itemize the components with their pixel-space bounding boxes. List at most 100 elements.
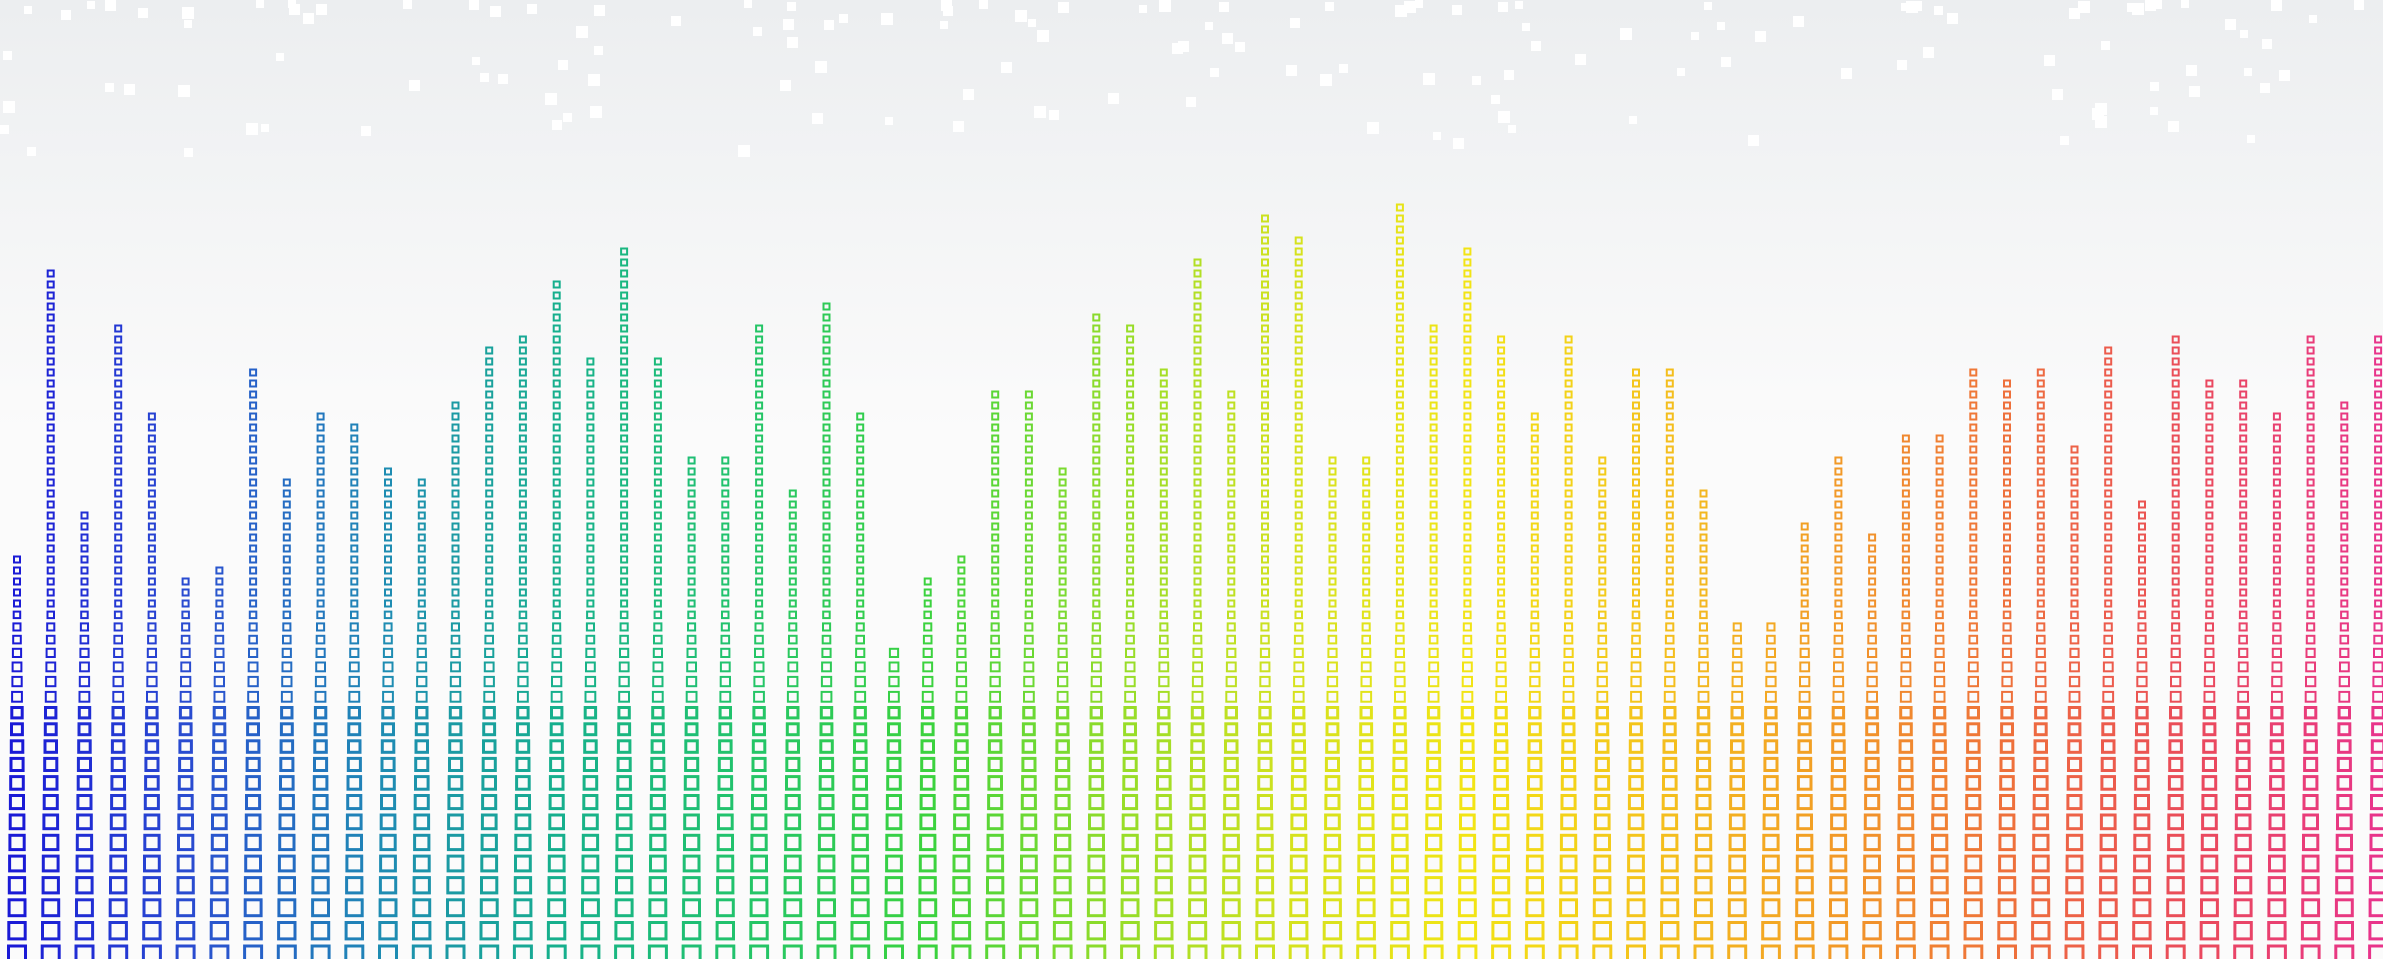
equalizer-square bbox=[2036, 368, 2045, 377]
equalizer-square bbox=[46, 610, 55, 620]
equalizer-square bbox=[684, 739, 699, 754]
equalizer-square bbox=[2306, 379, 2315, 388]
equalizer-square bbox=[1697, 690, 1710, 703]
equalizer-square bbox=[1428, 661, 1440, 673]
equalizer-square bbox=[1563, 661, 1574, 673]
equalizer-square bbox=[548, 794, 565, 811]
equalizer-square bbox=[1593, 813, 1611, 831]
equalizer-square bbox=[214, 634, 225, 645]
equalizer-square bbox=[785, 775, 801, 791]
equalizer-square bbox=[1665, 544, 1674, 553]
equalizer-square bbox=[75, 898, 94, 918]
equalizer-square bbox=[146, 647, 158, 658]
equalizer-square bbox=[1092, 335, 1101, 344]
equalizer-square bbox=[1261, 599, 1269, 608]
equalizer-square bbox=[1058, 588, 1067, 597]
pixel-square bbox=[2052, 89, 2063, 100]
equalizer-square bbox=[783, 854, 802, 873]
equalizer-square bbox=[2034, 690, 2047, 703]
equalizer-square bbox=[114, 467, 123, 476]
equalizer-square bbox=[2103, 647, 2114, 658]
equalizer-square bbox=[451, 588, 460, 597]
equalizer-square bbox=[1829, 833, 1848, 852]
equalizer-square bbox=[1558, 944, 1579, 959]
equalizer-square bbox=[1092, 566, 1101, 575]
equalizer-column bbox=[2334, 401, 2355, 959]
pixel-square bbox=[671, 16, 681, 26]
equalizer-square bbox=[2302, 775, 2319, 791]
equalizer-square bbox=[1294, 577, 1303, 586]
equalizer-square bbox=[552, 533, 561, 542]
equalizer-square bbox=[282, 555, 291, 564]
equalizer-square bbox=[1864, 739, 1880, 754]
equalizer-square bbox=[1969, 489, 1978, 498]
equalizer-square bbox=[1190, 706, 1205, 720]
equalizer-square bbox=[1901, 500, 1910, 509]
equalizer-square bbox=[2137, 634, 2147, 645]
equalizer-square bbox=[1530, 622, 1540, 632]
equalizer-square bbox=[215, 566, 224, 575]
equalizer-square bbox=[1395, 634, 1405, 645]
pixel-square bbox=[1058, 2, 1069, 13]
equalizer-square bbox=[2306, 335, 2315, 344]
equalizer-square bbox=[1057, 661, 1068, 673]
equalizer-square bbox=[822, 401, 831, 410]
equalizer-square bbox=[749, 921, 769, 941]
equalizer-square bbox=[1997, 944, 2017, 959]
equalizer-square bbox=[1020, 833, 1038, 852]
equalizer-square bbox=[650, 739, 666, 754]
equalizer-square bbox=[1227, 511, 1236, 520]
equalizer-square bbox=[451, 610, 460, 620]
equalizer-square bbox=[1693, 944, 1714, 959]
equalizer-square bbox=[1828, 921, 1849, 941]
equalizer-square bbox=[1019, 921, 1039, 941]
equalizer-square bbox=[2068, 690, 2081, 703]
equalizer-square bbox=[46, 566, 55, 575]
equalizer-square bbox=[350, 566, 359, 575]
equalizer-square bbox=[1598, 511, 1607, 520]
equalizer-square bbox=[147, 423, 156, 432]
equalizer-square bbox=[921, 706, 935, 720]
equalizer-square bbox=[1665, 577, 1674, 586]
equalizer-square bbox=[1597, 634, 1608, 645]
equalizer-square bbox=[818, 775, 835, 791]
equalizer-square bbox=[818, 794, 835, 811]
equalizer-square bbox=[46, 346, 55, 355]
pixel-square bbox=[1205, 22, 1213, 30]
equalizer-square bbox=[1087, 854, 1106, 873]
equalizer-square bbox=[718, 739, 733, 754]
equalizer-square bbox=[2340, 588, 2349, 597]
equalizer-square bbox=[1087, 833, 1105, 852]
equalizer-square bbox=[2138, 511, 2146, 520]
equalizer-square bbox=[316, 599, 325, 608]
equalizer-square bbox=[1429, 478, 1438, 487]
equalizer-square bbox=[850, 898, 870, 918]
equalizer-square bbox=[1799, 647, 1810, 658]
equalizer-square bbox=[856, 423, 865, 432]
equalizer-square bbox=[249, 500, 258, 509]
equalizer-square bbox=[580, 944, 601, 959]
equalizer-square bbox=[2070, 489, 2079, 498]
equalizer-square bbox=[2237, 661, 2249, 673]
equalizer-square bbox=[2336, 775, 2353, 791]
equalizer-square bbox=[1935, 522, 1944, 531]
equalizer-square bbox=[2205, 401, 2214, 410]
equalizer-square bbox=[2272, 610, 2282, 620]
equalizer-square bbox=[1058, 489, 1067, 498]
equalizer-square bbox=[1193, 434, 1202, 443]
equalizer-square bbox=[1261, 368, 1269, 377]
equalizer-square bbox=[1024, 489, 1033, 498]
equalizer-square bbox=[1530, 533, 1539, 542]
equalizer-square bbox=[249, 412, 258, 421]
equalizer-square bbox=[1126, 379, 1135, 388]
equalizer-square bbox=[2234, 854, 2253, 873]
equalizer-square bbox=[721, 456, 730, 465]
equalizer-square bbox=[1598, 588, 1607, 597]
equalizer-square bbox=[2070, 445, 2079, 454]
equalizer-square bbox=[1126, 445, 1135, 454]
pixel-square bbox=[256, 0, 264, 8]
equalizer-square bbox=[1632, 500, 1640, 509]
equalizer-square bbox=[1665, 401, 1674, 410]
equalizer-square bbox=[1126, 522, 1135, 531]
equalizer-square bbox=[485, 533, 494, 542]
